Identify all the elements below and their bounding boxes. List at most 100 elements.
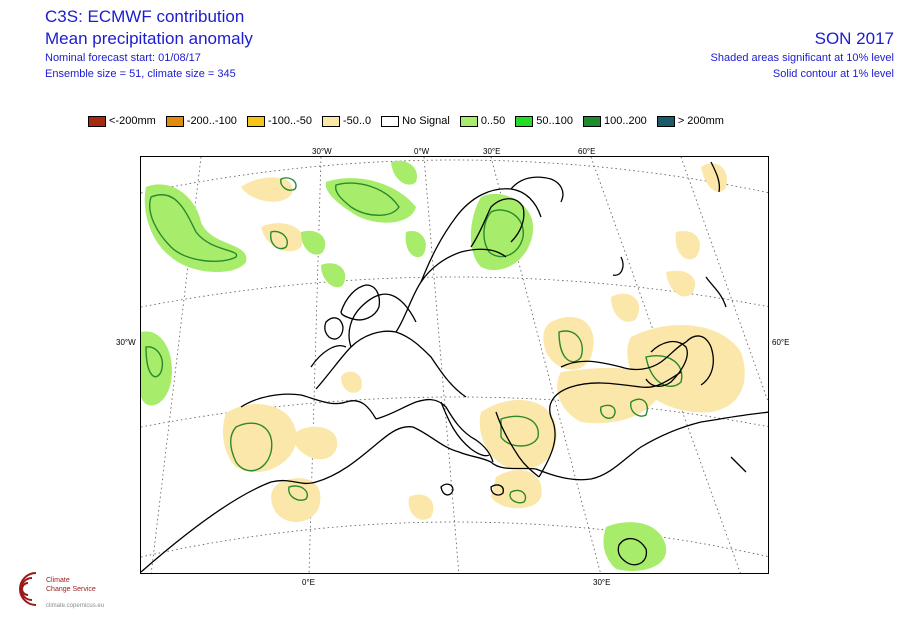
graticule-line (141, 159, 768, 194)
graticule-line (141, 276, 768, 308)
graticule-line (680, 157, 768, 403)
coastline-island (440, 483, 454, 496)
coastline-island (340, 284, 381, 321)
top-label-30e: 30°E (483, 147, 501, 156)
contour-line (280, 177, 297, 191)
legend-item: -50..0 (321, 115, 372, 127)
season-label: SON 2017 (814, 29, 894, 48)
significance-contours (145, 177, 683, 504)
left-label-30w: 30°W (116, 338, 136, 347)
contour-line (145, 346, 163, 378)
right-label-60e: 60°E (772, 338, 790, 347)
coastline (420, 188, 542, 283)
dry-anomaly-areas (223, 163, 745, 522)
logo-arc (21, 582, 29, 596)
legend-swatch (381, 115, 400, 127)
page-subtitle: Mean precipitation anomaly (45, 29, 253, 48)
legend-swatch (321, 115, 340, 127)
coastline (685, 335, 714, 386)
contour-note: Solid contour at 1% level (772, 68, 894, 80)
graticule-line (141, 396, 768, 428)
legend-swatch (459, 115, 478, 127)
coastline (510, 176, 564, 203)
contour-line (270, 230, 288, 250)
contour-line (645, 355, 683, 387)
coastline (538, 371, 682, 478)
legend-item: > 200mm (656, 115, 724, 127)
c3s-logo (19, 572, 37, 606)
wet-area (405, 231, 426, 258)
legend-swatch (246, 115, 265, 127)
wet-area (391, 160, 417, 185)
legend-label: <-200mm (109, 115, 156, 127)
contour-line (509, 489, 527, 504)
wet-area (141, 331, 172, 406)
top-label-0w: 0°W (414, 147, 430, 156)
coastline (470, 198, 525, 248)
legend-item: <-200mm (88, 115, 156, 127)
top-label-30w: 30°W (312, 147, 332, 156)
coastlines (141, 161, 768, 573)
coastline (310, 345, 347, 368)
legend-label: 50..100 (536, 115, 573, 127)
legend-item: 50..100 (515, 115, 573, 127)
legend-label: -50..0 (342, 115, 372, 127)
wet-area (603, 522, 667, 571)
legend-swatch (88, 115, 106, 127)
coastline (560, 341, 687, 371)
dry-area (611, 293, 640, 322)
forecast-start-text: Nominal forecast start: 01/08/17 (45, 52, 201, 64)
ensemble-size-text: Ensemble size = 51, climate size = 345 (45, 68, 236, 80)
precipitation-map (141, 157, 768, 573)
header-right: SON 2017 Shaded areas significant at 10%… (711, 28, 894, 82)
coastline (612, 256, 624, 276)
shaded-note: Shaded areas significant at 10% level (710, 52, 894, 64)
dry-area (341, 371, 362, 393)
wet-area (144, 184, 247, 273)
c3s-logo-mark (19, 572, 37, 606)
legend-swatch (582, 115, 601, 127)
dry-area (479, 400, 557, 470)
coastline (348, 293, 417, 348)
coastline (141, 411, 768, 573)
dry-area (291, 426, 338, 460)
logo-line1: Climate (46, 577, 70, 584)
legend-label: 0..50 (480, 115, 506, 127)
legend-swatch (165, 115, 184, 127)
legend-label: -200..-100 (186, 115, 237, 127)
contour-line (483, 209, 524, 258)
logo-url: climate.copernicus.eu (46, 603, 105, 609)
dry-area (491, 469, 542, 509)
contour-line (599, 404, 616, 419)
contour-line (630, 398, 648, 417)
legend-item: 100..200 (582, 115, 647, 127)
wet-area (470, 193, 534, 271)
wet-anomaly-areas (141, 160, 667, 571)
coastline (375, 398, 494, 463)
coastline (705, 276, 727, 308)
dry-area (557, 367, 661, 424)
legend-label: 100..200 (603, 115, 647, 127)
dry-area (675, 231, 700, 260)
wet-area (301, 230, 326, 255)
coastline (730, 456, 747, 473)
contour-line (500, 415, 539, 447)
legend-swatch (515, 115, 534, 127)
coastline-island (490, 484, 504, 496)
legend-item: 0..50 (459, 115, 506, 127)
legend: <-200mm -200..-100 -100..-50 -50..0 No Signa… (88, 113, 734, 129)
map-frame (140, 156, 769, 574)
contour-line (558, 330, 583, 363)
coastline (440, 401, 490, 457)
graticule-line (590, 157, 741, 573)
legend-item: -200..-100 (165, 115, 237, 127)
coastline-island (324, 317, 344, 340)
coastline (645, 340, 688, 387)
dry-area (666, 270, 696, 297)
bottom-label-0e: 0°E (302, 578, 315, 587)
coastline (395, 248, 507, 333)
contour-line (149, 194, 238, 262)
dry-area (701, 163, 727, 192)
top-label-60e: 60°E (578, 147, 596, 156)
legend-label: No Signal (402, 115, 450, 127)
